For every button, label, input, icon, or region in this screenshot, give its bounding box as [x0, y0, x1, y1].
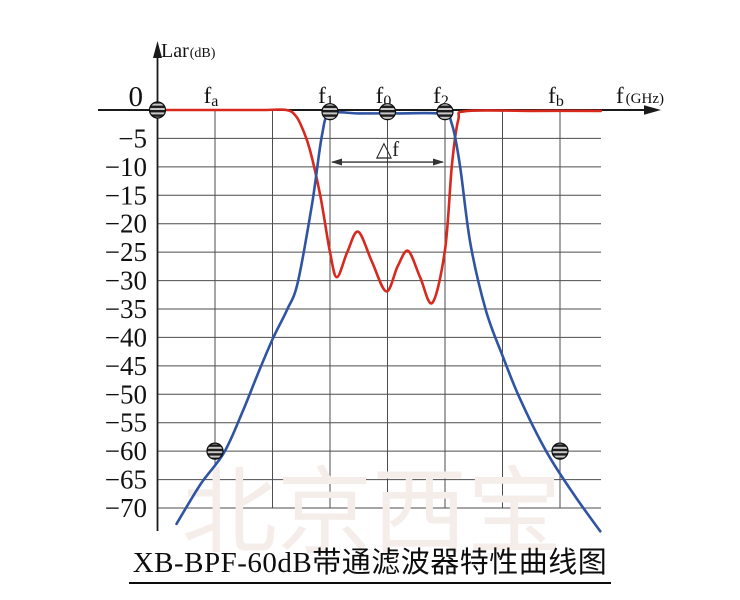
spec-marker-icon [148, 101, 167, 119]
x-axis-arrow-icon [644, 105, 661, 115]
y-tick--40: −40 [105, 322, 147, 352]
curve_blue_bandpass_skirt [175, 110, 602, 533]
y-tick--15: −15 [105, 180, 147, 210]
y-tick--5: −5 [118, 123, 147, 153]
y-tick-0: 0 [129, 81, 144, 113]
x-marker-fb: fb [548, 83, 564, 110]
chart-title: XB-BPF-60dB带通滤波器特性曲线图 [0, 547, 740, 584]
x-axis-label: f (GHz) [616, 83, 664, 108]
spec-markers [148, 101, 569, 460]
spec-marker-icon [551, 442, 569, 460]
curve_red_inband_ripple [156, 108, 603, 305]
y-axis-arrow-icon [153, 41, 162, 58]
arrow-left-icon [331, 158, 342, 166]
y-tick--55: −55 [105, 408, 147, 438]
y-tick--35: −35 [105, 294, 147, 324]
y-tick-labels: 0 −5−10−15−20−25−30−35−40−45−50−55−60−65−… [105, 81, 147, 523]
spec-marker-icon [436, 103, 454, 121]
chart-title-text: XB-BPF-60dB带通滤波器特性曲线图 [128, 547, 612, 584]
delta-f-annotation: △f [331, 137, 444, 166]
spec-marker-icon [206, 442, 224, 460]
y-tick--60: −60 [105, 436, 147, 466]
grid [157, 110, 601, 509]
delta-f-label: △f [376, 137, 399, 161]
y-tick--25: −25 [105, 237, 147, 267]
y-tick--10: −10 [105, 152, 147, 182]
y-tick--70: −70 [105, 493, 147, 523]
y-tick--20: −20 [105, 209, 147, 239]
arrow-right-icon [433, 158, 444, 166]
watermark-text: 北京西宝 [182, 460, 562, 566]
x-marker-fa: fa [204, 83, 219, 110]
y-tick--65: −65 [105, 465, 147, 495]
y-tick--30: −30 [105, 266, 147, 296]
y-tick--45: −45 [105, 351, 147, 381]
y-tick--50: −50 [105, 379, 147, 409]
spec-marker-icon [378, 103, 397, 121]
y-axis-label: Lar(dB) [161, 40, 216, 62]
spec-marker-icon [321, 103, 339, 121]
